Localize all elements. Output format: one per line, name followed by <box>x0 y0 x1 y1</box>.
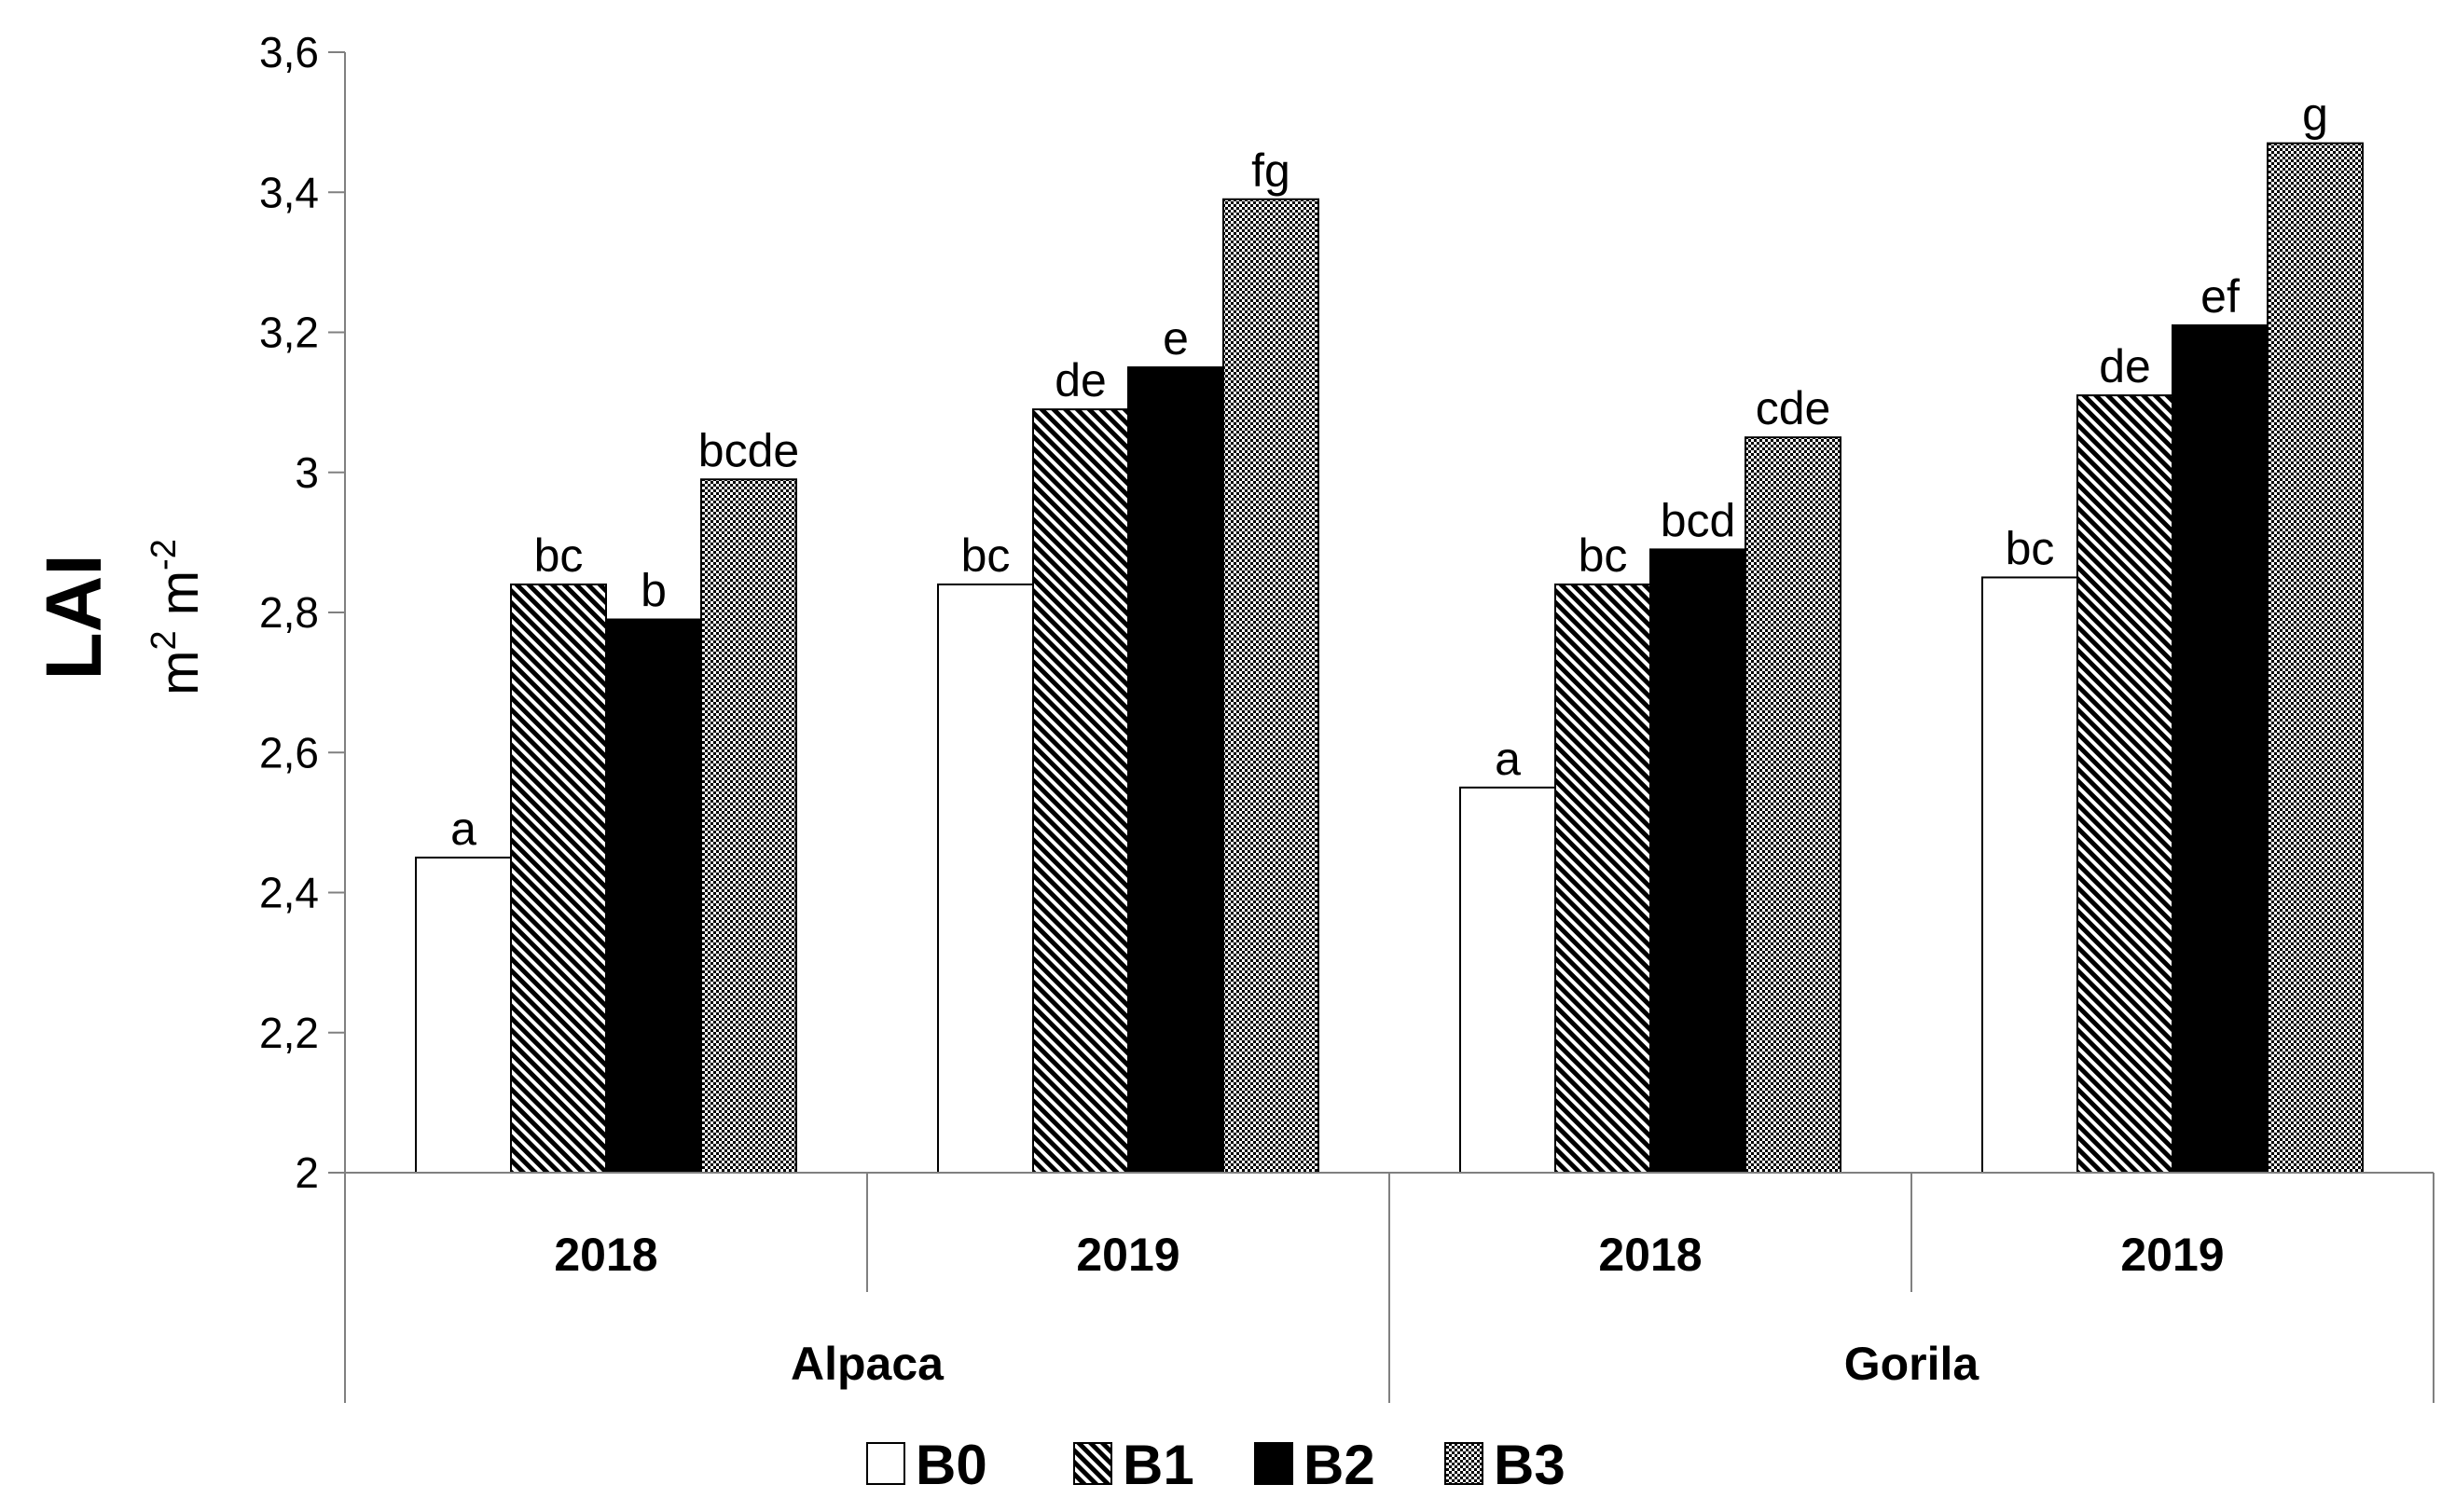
significance-letter: de <box>2099 340 2151 392</box>
significance-letter: bc <box>1579 529 1628 582</box>
unit-exponent-2: -2 <box>145 539 184 570</box>
bar-b2 <box>1127 366 1224 1174</box>
legend-swatch-b3 <box>1444 1442 1483 1485</box>
x-year-label: 2019 <box>2120 1229 2224 1281</box>
significance-letter: ef <box>2200 270 2240 323</box>
unit-base-2: m <box>149 570 210 615</box>
significance-letter: bc <box>2006 522 2055 574</box>
bar-b0 <box>1459 786 1556 1174</box>
y-axis: 2 2,2 2,4 2,6 2,8 3 3,2 3,4 3,6 <box>259 28 346 1197</box>
x-year-label: 2018 <box>554 1229 657 1281</box>
significance-letter: fg <box>1251 144 1290 197</box>
x-year-label: 2018 <box>1598 1229 1702 1281</box>
y-tick-label: 2 <box>295 1148 319 1197</box>
y-tick-label: 2,4 <box>259 869 319 917</box>
x-axis: 2018 2019 Alpaca 2018 2019 Gorila <box>344 1172 2434 1403</box>
significance-letter: bc <box>534 529 584 582</box>
bar-b1 <box>1554 583 1651 1174</box>
y-tick-label: 3,4 <box>259 168 319 216</box>
significance-letter: de <box>1055 354 1107 406</box>
bar-b3 <box>1745 436 1841 1174</box>
bar-b1 <box>510 583 607 1174</box>
bar-b0 <box>937 583 1034 1174</box>
bar-b1 <box>1032 408 1129 1174</box>
significance-letter: bc <box>961 529 1011 582</box>
bar-b0 <box>415 856 512 1174</box>
bar-b2 <box>605 618 702 1174</box>
y-tick-label: 3,2 <box>259 309 319 357</box>
y-tick-label: 2,2 <box>259 1009 319 1057</box>
legend-label-b1: B1 <box>1123 1434 1194 1496</box>
y-tick-label: 3 <box>295 448 319 497</box>
significance-letter: a <box>1495 733 1521 785</box>
bar-b2 <box>1649 548 1746 1174</box>
legend-label-b2: B2 <box>1303 1434 1375 1496</box>
bar-b3 <box>2267 142 2364 1175</box>
bar-b1 <box>2076 394 2173 1174</box>
y-axis-title: LAI m2 m-2 <box>30 539 210 695</box>
x-group-label: Gorila <box>1844 1338 1980 1390</box>
significance-letter: cde <box>1756 382 1831 434</box>
significance-letter: e <box>1163 312 1189 364</box>
y-tick-label: 2,6 <box>259 728 319 777</box>
significance-letter: a <box>450 803 476 855</box>
significance-letter: bcde <box>698 424 799 476</box>
bar-b0 <box>1981 576 2078 1174</box>
unit-base-1: m <box>149 651 210 695</box>
legend: B0 B1 B2 B3 <box>866 1434 1565 1496</box>
unit-exponent-1: 2 <box>145 630 184 650</box>
legend-label-b0: B0 <box>916 1434 987 1496</box>
significance-letter: b <box>641 565 667 617</box>
legend-swatch-b1 <box>1073 1442 1112 1485</box>
y-tick-label: 3,6 <box>259 28 319 76</box>
legend-label-b3: B3 <box>1494 1434 1565 1496</box>
bar-b2 <box>2172 323 2269 1174</box>
significance-letter: g <box>2302 89 2328 141</box>
legend-swatch-b0 <box>866 1442 905 1485</box>
legend-swatch-b2 <box>1254 1442 1293 1485</box>
significance-letter: bcd <box>1661 494 1736 546</box>
x-year-label: 2019 <box>1076 1229 1179 1281</box>
y-tick-label: 2,8 <box>259 588 319 637</box>
bar-b3 <box>700 478 797 1174</box>
bar-b3 <box>1222 198 1319 1175</box>
x-group-label: Alpaca <box>791 1338 945 1390</box>
y-axis-unit: m2 m-2 <box>145 539 210 695</box>
y-axis-label: LAI <box>30 554 117 680</box>
